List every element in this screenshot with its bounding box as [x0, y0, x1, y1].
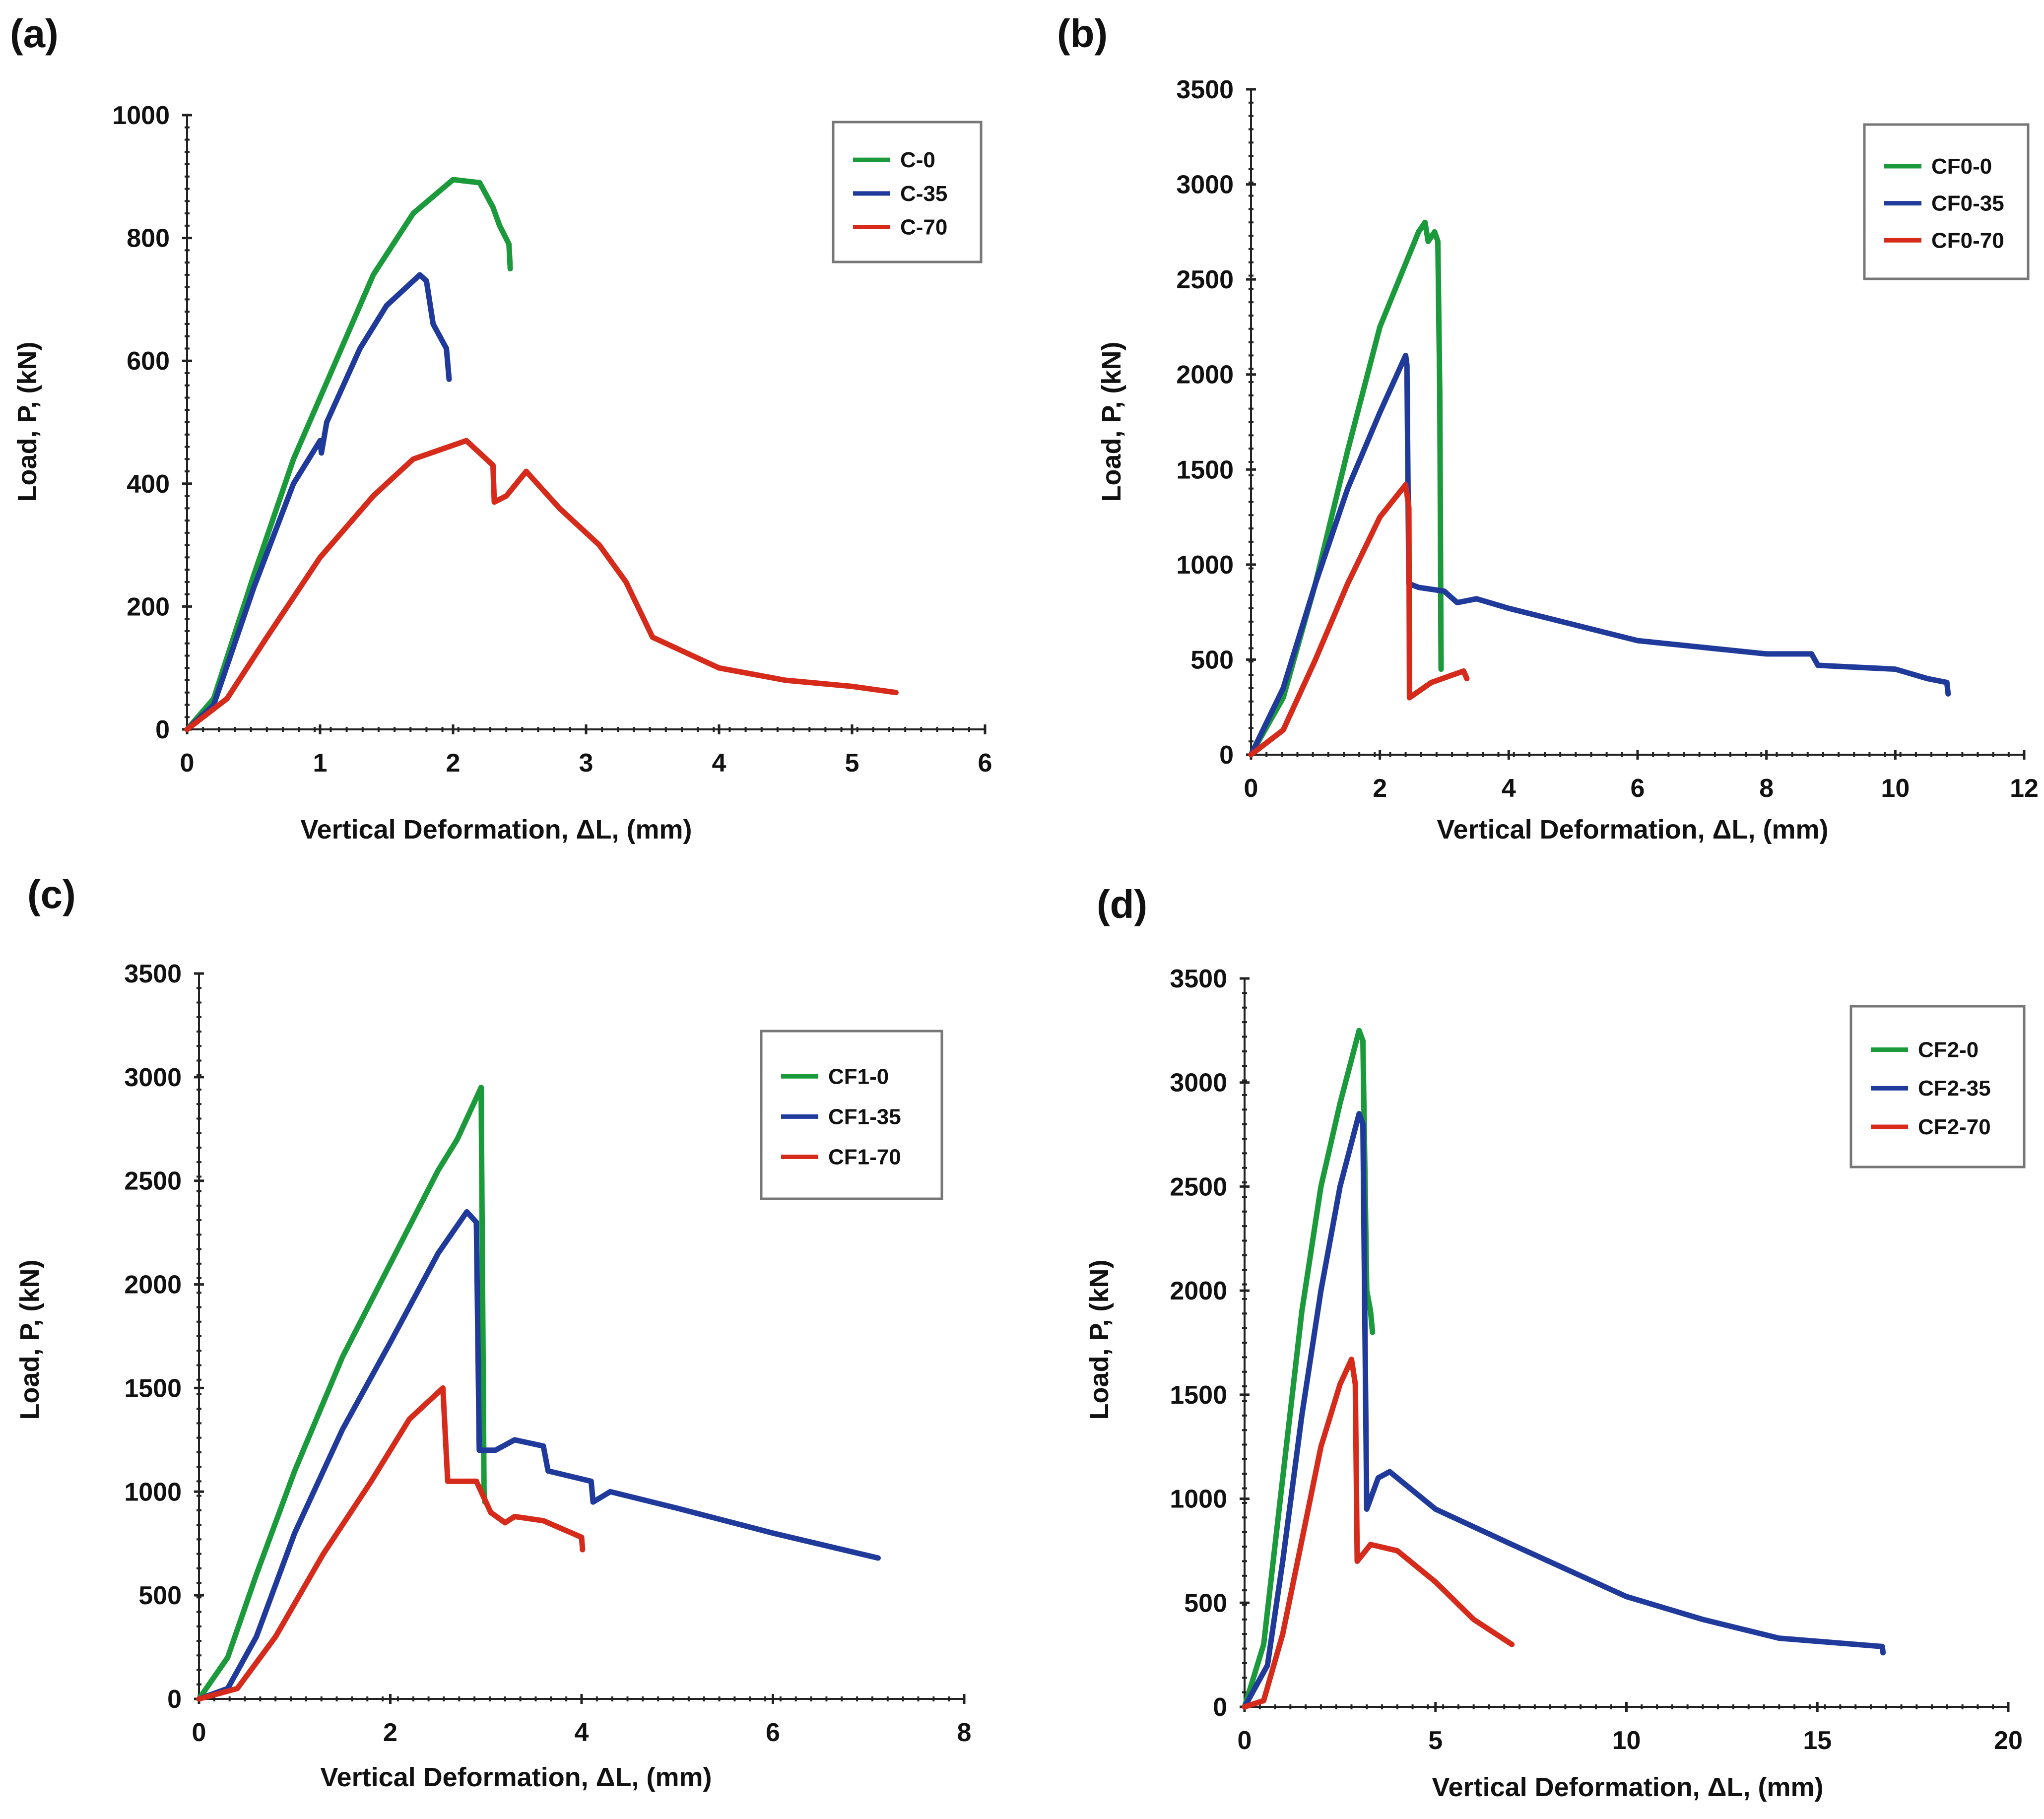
- series-line-cf1-0: [196, 1085, 488, 1702]
- x-tick-label: 0: [192, 1718, 206, 1747]
- x-axis-label: Vertical Deformation, ΔL, (mm): [1432, 1772, 1824, 1802]
- y-tick-label: 0: [167, 1685, 182, 1714]
- series-line-cf0-70: [1248, 482, 1470, 758]
- y-tick-label: 2500: [1170, 1172, 1227, 1201]
- series-line-cf1-35: [196, 1209, 881, 1702]
- y-tick-label: 3500: [1170, 965, 1227, 993]
- y-tick-label: 3500: [1176, 75, 1234, 104]
- y-tick-label: 600: [127, 347, 170, 376]
- y-tick-label: 3000: [1176, 171, 1234, 199]
- legend: CF2-0 CF2-35 CF2-70: [1849, 1005, 2026, 1169]
- legend-label: CF1-70: [828, 1145, 901, 1169]
- x-tick-label: 2: [446, 749, 461, 778]
- x-tick-label: 6: [978, 749, 992, 778]
- y-tick-label: 0: [155, 715, 170, 744]
- x-axis-label: Vertical Deformation, ΔL, (mm): [301, 815, 692, 845]
- legend-label: CF0-70: [1931, 228, 2004, 253]
- y-tick-label: 1500: [124, 1374, 182, 1403]
- series-line-cf0-35: [1248, 352, 1951, 758]
- x-tick-label: 0: [1238, 1726, 1252, 1755]
- chart-panel-a: (a) 0 1 2 3 4 5 6 0 200 400 600 800 1000 Vertical Defo…: [10, 11, 992, 845]
- x-tick-label: 10: [1612, 1726, 1641, 1755]
- y-tick-label: 1000: [112, 101, 170, 130]
- legend-label: CF0-35: [1931, 192, 2004, 216]
- y-tick-label: 2500: [1176, 265, 1234, 294]
- series-line-cf2-0: [1242, 1028, 1376, 1710]
- legend: CF0-0 CF0-35 CF0-70: [1863, 123, 2030, 280]
- y-tick-label: 1000: [1176, 551, 1234, 580]
- x-tick-label: 6: [766, 1718, 780, 1747]
- y-tick-label: 200: [127, 592, 170, 621]
- y-tick-label: 500: [1190, 646, 1234, 674]
- y-tick-label: 3500: [124, 960, 182, 988]
- x-tick-label: 5: [1428, 1726, 1443, 1755]
- legend-label: C-35: [900, 182, 947, 206]
- y-tick-label: 2000: [1176, 361, 1234, 390]
- legend-label: C-0: [900, 148, 935, 172]
- x-axis-label: Vertical Deformation, ΔL, (mm): [321, 1762, 712, 1792]
- y-tick-label: 1500: [1176, 455, 1234, 484]
- legend: CF1-0 CF1-35 CF1-70: [760, 1030, 943, 1200]
- x-tick-label: 8: [1759, 774, 1774, 803]
- panel-label: (b): [1057, 11, 1108, 56]
- y-tick-label: 1000: [1170, 1485, 1227, 1514]
- chart-panel-b: (b) 0 2 4 6 8 10 12 0 500 1000 1500 2000 2500 3000 3500…: [1057, 11, 2039, 845]
- y-tick-label: 0: [1219, 741, 1234, 770]
- panel-label: (c): [27, 872, 76, 916]
- y-tick-label: 800: [127, 224, 170, 253]
- legend-label: C-70: [900, 215, 947, 240]
- x-tick-label: 4: [575, 1718, 589, 1747]
- series-line-c-0: [184, 177, 513, 732]
- x-tick-label: 20: [1994, 1726, 2023, 1755]
- panel-label: (a): [10, 11, 59, 56]
- series-line-cf2-35: [1242, 1111, 1886, 1710]
- x-tick-label: 4: [712, 749, 726, 778]
- x-tick-label: 1: [313, 749, 328, 778]
- y-tick-label: 3000: [124, 1063, 182, 1092]
- legend-label: CF1-35: [828, 1104, 901, 1129]
- series-line-cf2-70: [1242, 1357, 1515, 1710]
- y-tick-label: 500: [1184, 1589, 1227, 1618]
- y-tick-label: 2000: [124, 1271, 182, 1299]
- series-line-c-35: [184, 272, 452, 732]
- y-axis-label: Load, P, (kN): [1097, 341, 1126, 502]
- series-line-c-70: [184, 438, 899, 732]
- y-tick-label: 500: [138, 1581, 182, 1610]
- y-tick-label: 2000: [1170, 1277, 1227, 1305]
- chart-panel-d: (d) 0 5 10 15 20 0 500 1000 1500 2000 2500 3000 3500 V…: [1084, 882, 2026, 1802]
- legend-label: CF1-0: [828, 1064, 889, 1089]
- y-tick-label: 1000: [124, 1478, 182, 1506]
- x-tick-label: 6: [1631, 774, 1645, 803]
- x-axis-label: Vertical Deformation, ΔL, (mm): [1437, 815, 1829, 845]
- y-tick-label: 3000: [1170, 1069, 1227, 1098]
- legend: C-0 C-35 C-70: [832, 121, 983, 263]
- panel-label: (d): [1097, 882, 1147, 926]
- legend-label: CF2-0: [1918, 1038, 1978, 1062]
- y-tick-label: 0: [1213, 1693, 1227, 1722]
- y-tick-label: 1500: [1170, 1381, 1227, 1410]
- x-tick-label: 2: [1373, 774, 1387, 803]
- y-axis-label: Load, P, (kN): [12, 341, 42, 502]
- y-tick-label: 2500: [124, 1167, 182, 1196]
- legend-label: CF2-70: [1918, 1115, 1991, 1139]
- series-line-cf1-70: [196, 1385, 586, 1702]
- y-axis-label: Load, P, (kN): [15, 1259, 45, 1420]
- y-tick-label: 400: [127, 470, 170, 499]
- x-tick-label: 5: [845, 749, 859, 778]
- legend-label: CF2-35: [1918, 1076, 1991, 1101]
- chart-panel-c: (c) 0 2 4 6 8 0 500 1000 1500 2000 2500 3000 3500 Vert…: [15, 872, 971, 1792]
- x-tick-label: 3: [579, 749, 593, 778]
- x-tick-label: 10: [1881, 774, 1910, 803]
- x-tick-label: 15: [1803, 1726, 1832, 1755]
- x-tick-label: 8: [957, 1718, 972, 1747]
- y-axis-label: Load, P, (kN): [1084, 1259, 1114, 1420]
- x-tick-label: 0: [180, 749, 195, 778]
- x-tick-label: 4: [1502, 774, 1516, 803]
- x-tick-label: 12: [2010, 774, 2039, 803]
- x-tick-label: 2: [383, 1718, 397, 1747]
- legend-label: CF0-0: [1931, 154, 1992, 179]
- x-tick-label: 0: [1244, 774, 1258, 803]
